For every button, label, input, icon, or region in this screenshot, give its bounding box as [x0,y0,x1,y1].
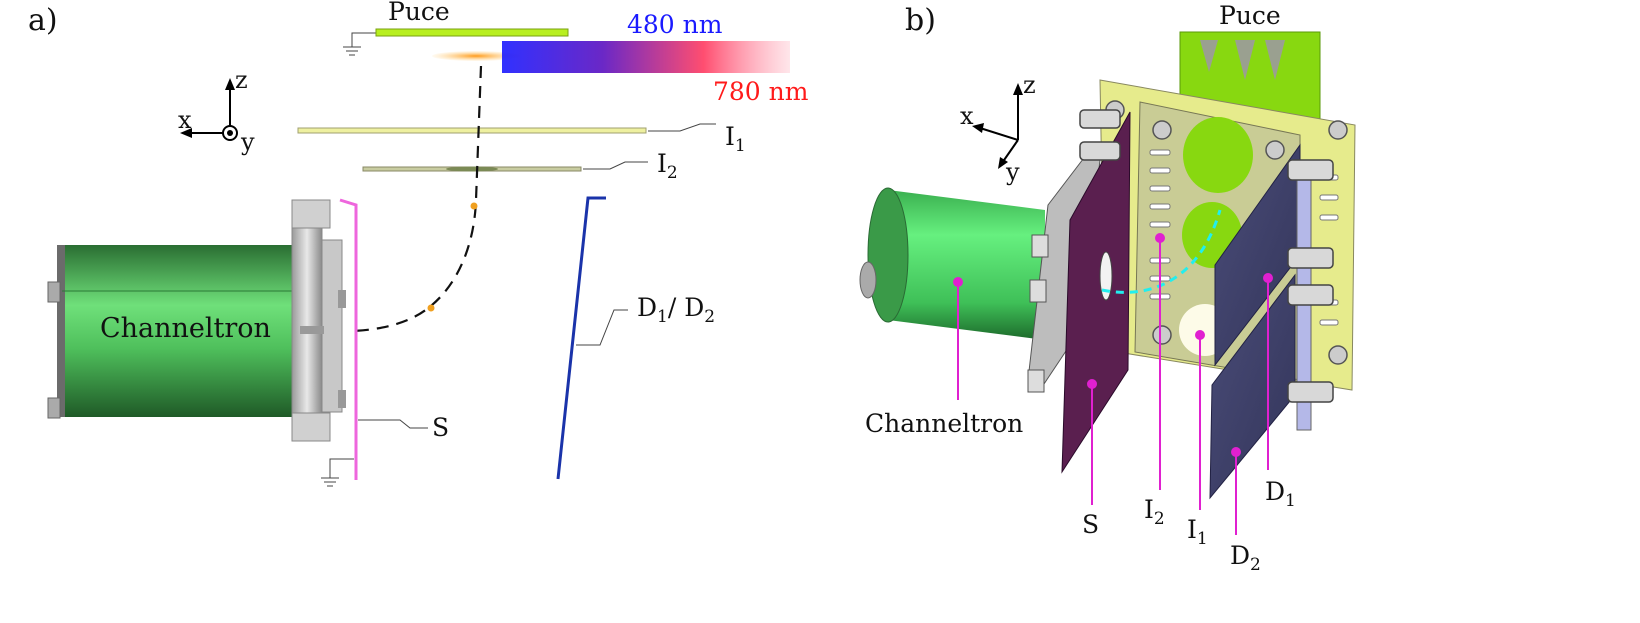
axis-x-label-b: x [960,102,974,130]
deflector-d-plate [556,196,606,480]
channeltron-knob-1 [47,281,61,303]
electrode-i1 [297,127,647,134]
i1-label: I1 [725,122,746,156]
channeltron-mount [291,199,346,442]
ion-trajectory [351,65,483,333]
s-label-b: S [1082,510,1099,539]
ion-trajectory-b [1101,209,1222,294]
s-leader [358,419,428,429]
skimmer-s-plate [339,198,358,480]
atom-cloud [432,51,520,61]
d-label: D1/ D2 [637,293,715,327]
panel-b-label: b) [905,3,936,38]
puce-label: Puce [388,0,450,26]
ground-icon-bottom [321,458,354,487]
panel-a-label: a) [28,3,58,38]
puce-label-b: Puce [1219,1,1281,30]
i2-hole [446,166,498,172]
axis-x-label-a: x [178,106,192,134]
puce-chip [375,28,569,37]
channeltron-knob-2 [47,397,61,419]
i1-leader [648,123,716,132]
channeltron-b [859,187,1045,340]
ion-dot-2 [427,304,435,312]
axis-z-label-a: z [235,66,248,94]
wavelength-480: 480 nm [627,10,723,39]
d-leader [576,309,628,346]
i2-label-b: I2 [1144,495,1165,529]
ion-dot-1 [470,202,478,210]
d2-label-b: D2 [1230,541,1261,575]
callouts-b [953,233,1273,535]
panel-a: a) Puce 480 nm 780 nm z x y [28,0,809,487]
channeltron-body-a [62,245,300,417]
laser-beam [502,41,790,73]
axes-indicator-a [180,78,238,141]
axes-indicator-b [972,83,1023,169]
i1-label-b: I1 [1187,515,1208,549]
wavelength-780: 780 nm [713,77,809,106]
axis-y-label-b: y [1005,158,1020,186]
channeltron-label-b: Channeltron [865,409,1023,438]
panel-b: b) Puce [859,1,1356,575]
ground-icon-top [343,32,378,56]
axis-z-label-b: z [1023,71,1036,99]
axis-y-label-a: y [240,128,255,156]
channeltron-end-a [57,245,65,417]
i2-leader [583,161,648,170]
s-label-a: S [432,413,449,442]
d1-label-b: D1 [1265,477,1296,511]
channeltron-label-a: Channeltron [100,313,271,344]
standoff-screws [1079,109,1334,403]
skimmer-hole [1099,251,1113,301]
i2-label: I2 [657,149,678,183]
